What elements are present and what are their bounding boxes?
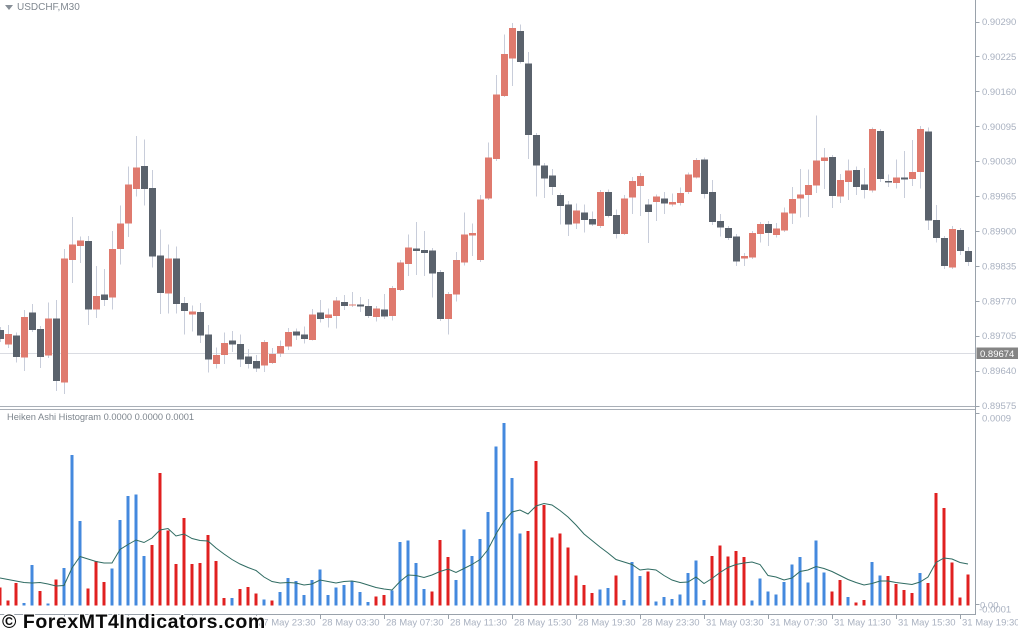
svg-text:28 May 11:30: 28 May 11:30	[450, 618, 507, 629]
svg-text:0.90160: 0.90160	[982, 87, 1016, 98]
svg-text:0.89900: 0.89900	[982, 227, 1016, 238]
svg-text:27 May 23:30: 27 May 23:30	[258, 618, 316, 629]
svg-text:0.89835: 0.89835	[982, 261, 1016, 272]
svg-text:0.89640: 0.89640	[982, 366, 1016, 377]
svg-text:31 May 03:30: 31 May 03:30	[706, 618, 764, 629]
svg-text:0.89705: 0.89705	[982, 331, 1016, 342]
svg-text:0.0009: 0.0009	[982, 414, 1011, 425]
svg-text:0.90030: 0.90030	[982, 157, 1016, 168]
svg-text:31 May 07:30: 31 May 07:30	[770, 618, 828, 629]
svg-text:0.89965: 0.89965	[982, 192, 1016, 203]
svg-text:31 May 19:30: 31 May 19:30	[962, 618, 1018, 629]
svg-text:28 May 23:30: 28 May 23:30	[642, 618, 700, 629]
svg-text:0.90290: 0.90290	[982, 17, 1016, 28]
svg-text:0.90225: 0.90225	[982, 52, 1016, 63]
svg-text:0.89674: 0.89674	[980, 349, 1014, 360]
svg-text:28 May 15:30: 28 May 15:30	[514, 618, 572, 629]
svg-text:31 May 15:30: 31 May 15:30	[898, 618, 956, 629]
svg-text:0.89770: 0.89770	[982, 296, 1016, 307]
svg-text:-0.0001: -0.0001	[979, 605, 1011, 616]
svg-text:28 May 03:30: 28 May 03:30	[322, 618, 380, 629]
svg-text:0.89575: 0.89575	[982, 401, 1016, 412]
svg-text:28 May 19:30: 28 May 19:30	[578, 618, 636, 629]
svg-text:31 May 11:30: 31 May 11:30	[834, 618, 891, 629]
svg-text:0.90095: 0.90095	[982, 122, 1016, 133]
svg-text:28 May 07:30: 28 May 07:30	[386, 618, 444, 629]
